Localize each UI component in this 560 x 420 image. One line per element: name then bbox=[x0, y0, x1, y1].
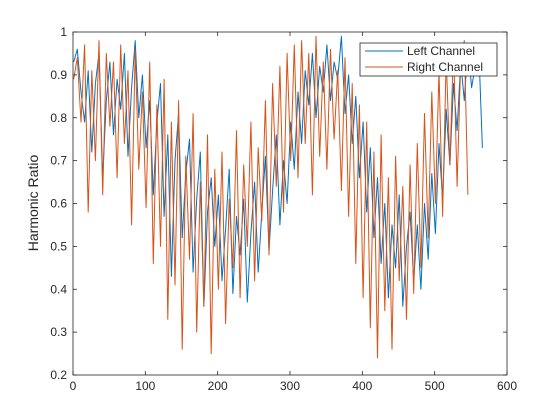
legend-label-right-channel: Right Channel bbox=[407, 60, 483, 74]
y-tick-label: 0.5 bbox=[50, 239, 67, 253]
legend: Left Channel Right Channel bbox=[359, 42, 498, 77]
legend-label-left-channel: Left Channel bbox=[407, 44, 475, 58]
x-tick-label: 500 bbox=[425, 379, 445, 393]
y-tick-label: 0.7 bbox=[50, 154, 67, 168]
x-tick-label: 300 bbox=[280, 379, 300, 393]
x-tick-label: 600 bbox=[497, 379, 517, 393]
y-axis-label: Harmonic Ratio bbox=[25, 155, 41, 252]
y-tick-label: 0.2 bbox=[50, 368, 67, 382]
axis-layer: 0 100 200 300 400 500 600 0.2 0.3 0.4 0.5 0.6 0.7 0.8… bbox=[50, 25, 517, 393]
plot-area bbox=[73, 32, 507, 375]
x-tick-label: 200 bbox=[208, 379, 228, 393]
legend-box bbox=[359, 42, 498, 77]
x-tick-label: 100 bbox=[135, 379, 155, 393]
series-line-right-channel bbox=[73, 35, 469, 359]
y-tick-label: 0.4 bbox=[50, 282, 67, 296]
y-tick-label: 1 bbox=[60, 25, 67, 39]
y-tick-label: 0.9 bbox=[50, 68, 67, 82]
y-tick-label: 0.3 bbox=[50, 325, 67, 339]
x-tick-label: 400 bbox=[352, 379, 372, 393]
y-tick-label: 0.8 bbox=[50, 111, 67, 125]
series-layer bbox=[73, 35, 483, 359]
plot-frame bbox=[72, 31, 508, 376]
x-tick-label: 0 bbox=[70, 379, 77, 393]
y-tick-label: 0.6 bbox=[50, 197, 67, 211]
